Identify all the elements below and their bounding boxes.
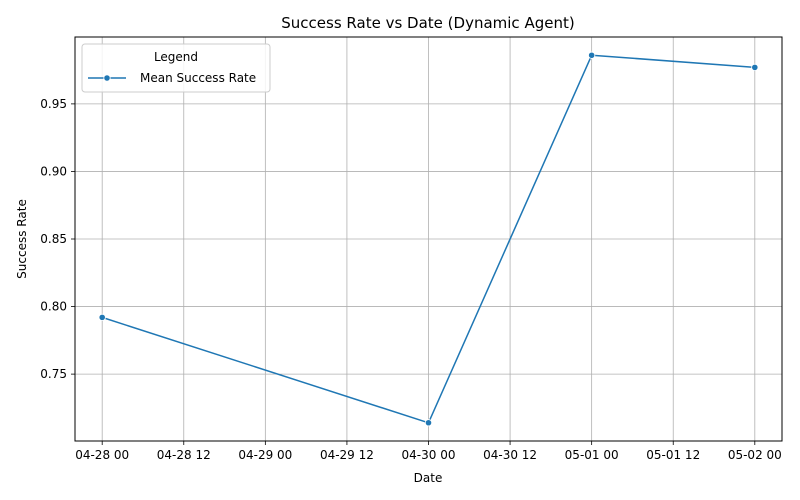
- x-tick-label: 04-29 00: [238, 448, 292, 462]
- legend-label: Mean Success Rate: [140, 71, 256, 85]
- legend-box: [81, 43, 271, 93]
- x-tick-label: 04-30 12: [483, 448, 537, 462]
- y-tick-label: 0.85: [40, 232, 67, 246]
- x-tick-label: 05-01 12: [646, 448, 700, 462]
- data-point: [588, 51, 596, 59]
- y-tick-label: 0.80: [40, 300, 67, 314]
- series-layer: [98, 51, 759, 427]
- x-tick-label: 05-01 00: [565, 448, 619, 462]
- data-point: [98, 313, 106, 321]
- legend-marker-swatch: [103, 74, 111, 82]
- y-axis-ticks: 0.75 0.80 0.85 0.90 0.95: [40, 97, 75, 381]
- y-axis-label: Success Rate: [15, 199, 29, 279]
- series-line: [101, 54, 755, 424]
- x-axis-ticks: 04-28 00 04-28 12 04-29 00 04-29 12 04-30 00…: [75, 441, 782, 462]
- data-point: [751, 63, 759, 72]
- x-tick-label: 04-28 12: [157, 448, 211, 462]
- x-tick-label: 04-30 00: [402, 448, 456, 462]
- x-tick-label: 05-02 00: [728, 448, 782, 462]
- data-point: [424, 419, 433, 427]
- y-tick-label: 0.75: [40, 367, 67, 381]
- chart-title: Success Rate vs Date (Dynamic Agent): [281, 14, 574, 32]
- y-tick-label: 0.95: [40, 97, 67, 111]
- x-axis-label: Date: [414, 471, 443, 485]
- y-tick-label: 0.90: [40, 164, 67, 178]
- legend-title: Legend: [154, 50, 198, 64]
- x-tick-label: 04-29 12: [320, 448, 374, 462]
- grid-lines: [75, 37, 782, 441]
- legend: Legend Mean Success Rate: [81, 43, 271, 93]
- x-tick-label: 04-28 00: [75, 448, 129, 462]
